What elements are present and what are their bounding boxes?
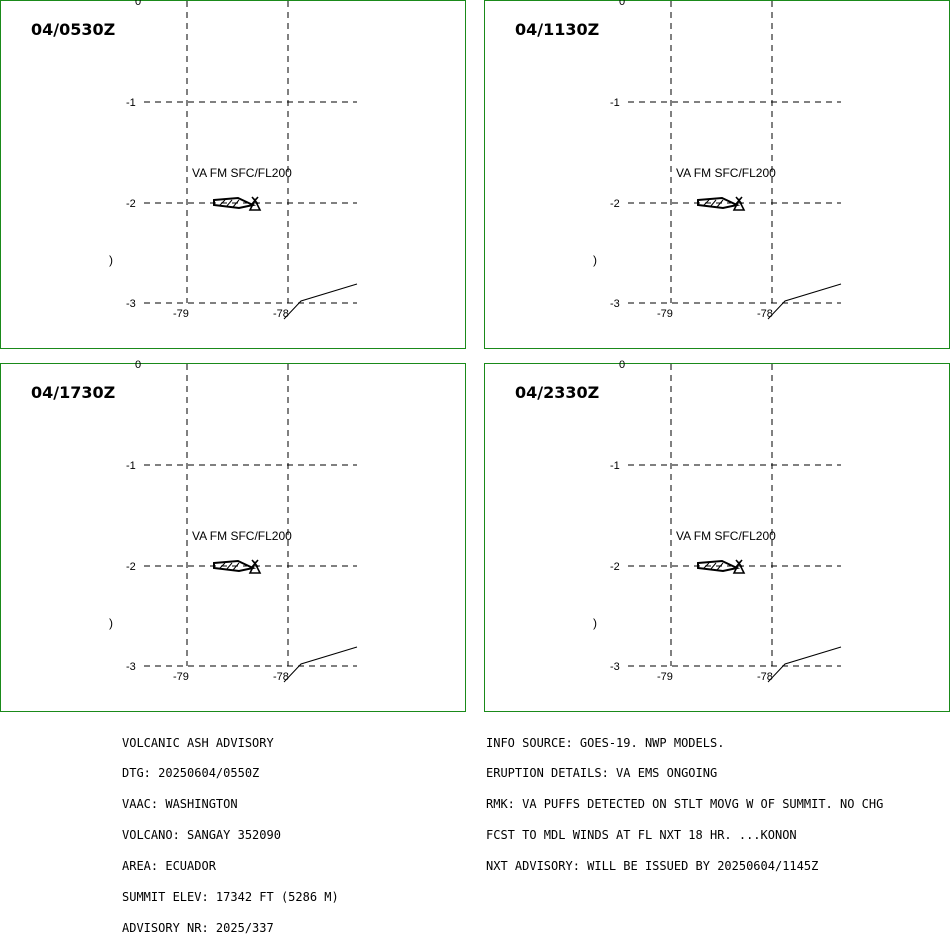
volcano-symbol [732, 196, 746, 211]
advisory-line: INFO SOURCE: GOES-19. NWP MODELS. [486, 735, 725, 750]
map-graphic: 0 04/2330Z -1 -2 -3 -79 -78 VA FM SFC/FL… [515, 359, 842, 683]
advisory-line: FCST TO MDL WINDS AT FL NXT 18 HR. ...KO… [486, 828, 797, 843]
lat-label: -2 [126, 198, 136, 210]
ash-cloud-hatch [218, 199, 240, 208]
coast-mark: ) [593, 253, 597, 267]
volcano-symbol [732, 559, 746, 574]
lat-label: -3 [610, 661, 620, 673]
map-panel-2: 0 04/1130Z -1 -2 -3 -79 -78 VA FM SFC/FL… [484, 0, 950, 349]
lat-label-top: 0 [135, 359, 141, 371]
coast-mark: ) [109, 253, 113, 267]
lat-label: -3 [126, 298, 136, 310]
volcano-symbol [248, 559, 262, 574]
forecast-time: 04/1130Z [515, 20, 599, 39]
ash-label: VA FM SFC/FL200 [676, 529, 776, 543]
forecast-time: 04/0530Z [31, 20, 115, 39]
lon-label: -78 [757, 671, 773, 683]
lat-label: -2 [126, 561, 136, 573]
volcano-symbol [248, 196, 262, 211]
advisory-line: VAAC: WASHINGTON [122, 797, 238, 812]
lat-label: -1 [610, 97, 620, 109]
coastline [283, 283, 358, 320]
lat-label: -1 [126, 460, 136, 472]
coastline [283, 646, 358, 683]
advisory-line: VOLCANO: SANGAY 352090 [122, 828, 281, 843]
map-panel-4: 0 04/2330Z -1 -2 -3 -79 -78 VA FM SFC/FL… [484, 359, 950, 712]
lat-label: -2 [610, 561, 620, 573]
ash-cloud-hatch [218, 562, 240, 571]
ash-label: VA FM SFC/FL200 [192, 529, 292, 543]
lon-label: -79 [657, 671, 673, 683]
ash-cloud-hatch [702, 199, 724, 208]
lat-label: -1 [610, 460, 620, 472]
ash-label: VA FM SFC/FL200 [676, 166, 776, 180]
ash-cloud-polygon [697, 559, 741, 573]
advisory-line: NXT ADVISORY: WILL BE ISSUED BY 20250604… [486, 859, 819, 874]
coastline [767, 646, 842, 683]
lon-label: -78 [757, 308, 773, 320]
lat-label: -1 [126, 97, 136, 109]
lat-label: -3 [126, 661, 136, 673]
advisory-line: VOLCANIC ASH ADVISORY [122, 735, 274, 750]
ash-cloud-polygon [213, 559, 257, 573]
lon-label: -79 [173, 671, 189, 683]
ash-label: VA FM SFC/FL200 [192, 166, 292, 180]
lat-label-top: 0 [135, 0, 141, 8]
lon-label: -79 [173, 308, 189, 320]
lon-label: -79 [657, 308, 673, 320]
advisory-line: ERUPTION DETAILS: VA EMS ONGOING [486, 766, 718, 781]
advisory-text-right: INFO SOURCE: GOES-19. NWP MODELS. ERUPTI… [486, 717, 883, 882]
ash-cloud-polygon [697, 196, 741, 210]
map-panel-1: 0 04/0530Z -1 -2 -3 -79 -78 VA FM SFC/FL… [0, 0, 466, 349]
map-graphic: 0 04/1730Z -1 -2 -3 -79 -78 VA FM SFC/FL… [31, 359, 358, 683]
forecast-time: 04/1730Z [31, 383, 115, 402]
advisory-line: ADVISORY NR: 2025/337 [122, 920, 274, 935]
forecast-time: 04/2330Z [515, 383, 599, 402]
advisory-line: DTG: 20250604/0550Z [122, 766, 260, 781]
advisory-line: RMK: VA PUFFS DETECTED ON STLT MOVG W OF… [486, 797, 884, 812]
lat-label: -3 [610, 298, 620, 310]
advisory-line: AREA: ECUADOR [122, 859, 216, 874]
map-panel-3: 0 04/1730Z -1 -2 -3 -79 -78 VA FM SFC/FL… [0, 359, 466, 712]
advisory-text-left: VOLCANIC ASH ADVISORY DTG: 20250604/0550… [122, 717, 339, 944]
advisory-line: SUMMIT ELEV: 17342 FT (5286 M) [122, 890, 339, 905]
ash-cloud-polygon [213, 196, 257, 210]
coastline [767, 283, 842, 320]
lon-label: -78 [273, 671, 289, 683]
lat-label-top: 0 [619, 0, 625, 8]
coast-mark: ) [593, 616, 597, 630]
lat-label-top: 0 [619, 359, 625, 371]
coast-mark: ) [109, 616, 113, 630]
map-graphic: 0 04/1130Z -1 -2 -3 -79 -78 VA FM SFC/FL… [515, 0, 842, 320]
lon-label: -78 [273, 308, 289, 320]
map-graphic: 0 04/0530Z -1 -2 -3 -79 -78 VA FM SFC/FL… [31, 0, 358, 320]
ash-cloud-hatch [702, 562, 724, 571]
lat-label: -2 [610, 198, 620, 210]
